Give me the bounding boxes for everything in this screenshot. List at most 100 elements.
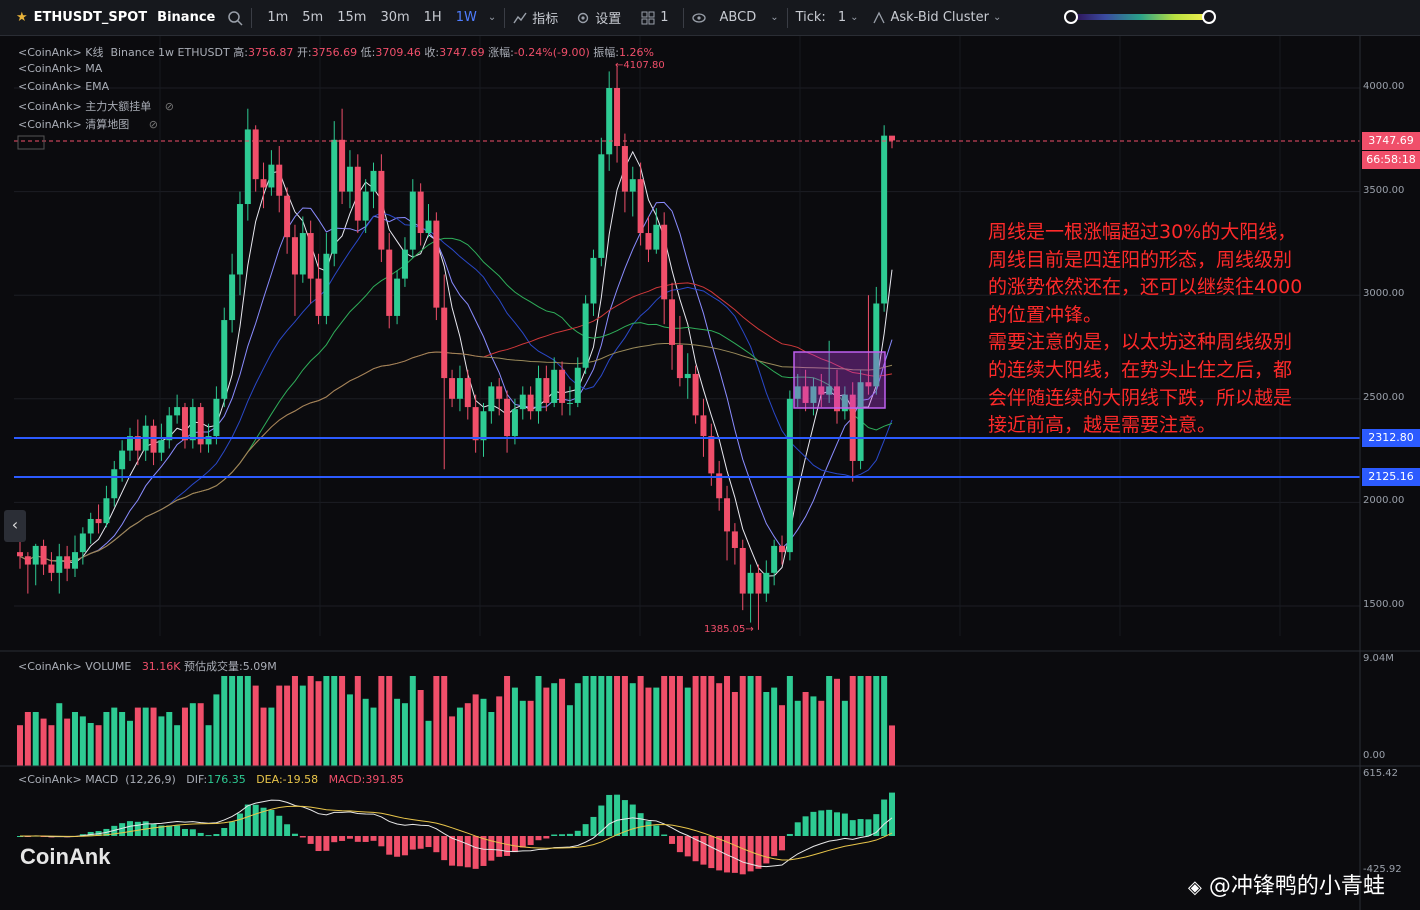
volume-bar	[692, 676, 699, 766]
candle	[111, 460, 118, 507]
candle	[504, 390, 511, 453]
collapse-legend-button[interactable]	[17, 135, 45, 150]
candle	[566, 386, 573, 416]
volume-bar	[716, 683, 723, 766]
macd-bar	[417, 836, 424, 849]
slider-handle-left[interactable]	[1064, 10, 1078, 24]
chart-area[interactable]: <CoinAnk> K线 Binance 1w ETHUSDT 高:3756.8…	[0, 36, 1420, 910]
layout-button[interactable]: 1	[641, 0, 669, 36]
candle	[464, 369, 471, 420]
macd-bar	[323, 836, 330, 851]
candle	[315, 253, 322, 325]
liq-map-legend[interactable]: <CoinAnk> 清算地图 ⊘	[18, 118, 158, 131]
macd-bar	[590, 816, 597, 836]
candle	[134, 419, 141, 466]
candle	[794, 373, 801, 408]
macd-bar	[747, 836, 754, 872]
macd-bar	[472, 836, 479, 869]
volume-bar	[307, 676, 314, 766]
macd-bar	[464, 836, 471, 868]
big-orders-legend[interactable]: <CoinAnk> 主力大额挂单 ⊘	[18, 100, 174, 113]
candle	[559, 361, 566, 416]
interval-1h[interactable]: 1H	[423, 10, 442, 25]
macd-bar	[669, 836, 676, 844]
macd-bar	[676, 836, 683, 853]
interval-15m[interactable]: 15m	[337, 10, 367, 25]
volume-bar	[645, 687, 652, 766]
macd-bar	[339, 836, 346, 841]
favorite-star-icon[interactable]: ★	[16, 10, 28, 25]
macd-bar	[802, 816, 809, 836]
interval-5m[interactable]: 5m	[302, 10, 324, 25]
macd-bar	[857, 819, 864, 836]
volume-bar	[119, 712, 126, 766]
ma-5-line	[19, 150, 893, 577]
macd-bar	[284, 824, 291, 836]
macd-bar	[543, 836, 550, 839]
settings-button[interactable]: 设置	[576, 0, 621, 36]
macd-bar	[378, 836, 385, 847]
annotation-line: 周线目前是四连阳的形态，周线级别	[988, 248, 1293, 271]
macd-axis-top: 615.42	[1363, 768, 1398, 779]
macd-bar	[708, 836, 715, 869]
macd-bar	[716, 836, 723, 871]
ema-legend[interactable]: <CoinAnk> EMA	[18, 80, 110, 93]
cluster-selector[interactable]: Ask-Bid Cluster ⌄	[872, 0, 1001, 36]
eye-icon	[691, 11, 706, 25]
candle	[362, 179, 369, 234]
drawing-tool[interactable]: ABCD ⌄	[691, 0, 779, 36]
interval-1w[interactable]: 1W	[455, 10, 477, 25]
macd-bar	[873, 814, 880, 836]
eye-off-icon[interactable]: ⊘	[164, 100, 174, 113]
candle	[126, 427, 133, 461]
eye-off-icon[interactable]: ⊘	[148, 118, 158, 131]
volume-bar	[252, 685, 259, 766]
price-tick: 3000.00	[1363, 288, 1405, 300]
tick-selector[interactable]: Tick: 1 ⌄	[796, 0, 859, 36]
macd-bar	[881, 799, 888, 836]
interval-1m[interactable]: 1m	[267, 10, 289, 25]
consolidation-box	[793, 351, 886, 409]
chevron-left-icon[interactable]: ‹	[4, 510, 26, 542]
symbol-name[interactable]: ETHUSDT_SPOT	[33, 10, 148, 25]
volume-bar	[739, 676, 746, 766]
candle	[449, 369, 456, 408]
ma-20-line	[19, 212, 893, 562]
search-icon[interactable]	[227, 10, 243, 26]
volume-bar	[857, 676, 864, 766]
volume-bar	[339, 676, 346, 766]
price-tick: 1500.00	[1363, 599, 1405, 610]
candle	[119, 440, 126, 482]
macd-bar	[834, 812, 841, 836]
price-tick: 3500.00	[1363, 184, 1405, 196]
interval-30m[interactable]: 30m	[380, 10, 410, 25]
volume-bar	[174, 725, 181, 766]
chevron-down-icon[interactable]: ⌄	[487, 12, 497, 23]
annotation-line: 的涨势依然还在，还可以继续往4000	[988, 276, 1303, 299]
volume-bar	[708, 676, 715, 766]
volume-bar	[747, 676, 754, 766]
candle	[700, 398, 707, 457]
volume-bar	[590, 676, 597, 766]
candle	[284, 187, 291, 254]
annotation-line: 需要注意的是，以太坊这种周线级别	[988, 331, 1293, 354]
macd-bar	[276, 815, 283, 836]
macd-bar	[441, 836, 448, 861]
candle	[865, 295, 872, 395]
candle	[17, 539, 23, 569]
volume-bar	[362, 698, 369, 766]
indicators-label: 指标	[532, 12, 559, 27]
volume-bar	[433, 676, 440, 766]
chart-canvas[interactable]	[0, 36, 1420, 910]
macd-bar	[236, 813, 243, 836]
ma-legend[interactable]: <CoinAnk> MA	[18, 62, 103, 75]
heatmap-range-slider[interactable]	[1064, 10, 1216, 24]
macd-bar	[221, 827, 228, 836]
slider-handle-right[interactable]	[1202, 10, 1216, 24]
ma-30-line	[19, 237, 893, 562]
candle	[323, 233, 330, 325]
settings-label: 设置	[595, 12, 622, 27]
indicators-button[interactable]: 指标	[513, 0, 558, 36]
divider	[251, 7, 253, 28]
volume-bar	[763, 692, 770, 766]
